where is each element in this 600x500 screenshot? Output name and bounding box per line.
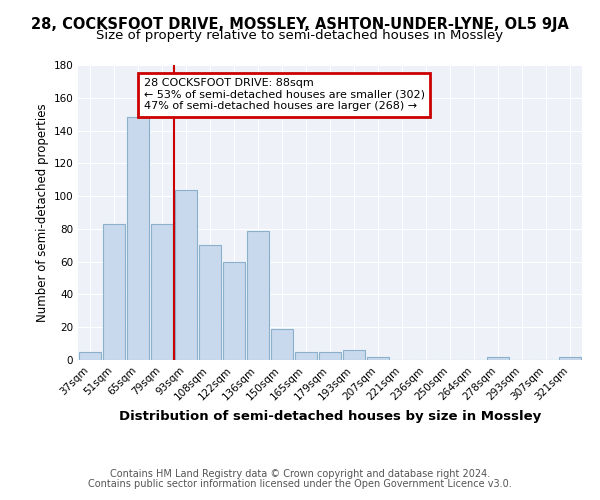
Bar (247, 230, 269, 360)
Bar (79, 352, 101, 360)
X-axis label: Distribution of semi-detached houses by size in Mossley: Distribution of semi-detached houses by … (119, 410, 541, 423)
Bar (175, 190, 197, 360)
Text: Size of property relative to semi-detached houses in Mossley: Size of property relative to semi-detach… (97, 29, 503, 42)
Bar (223, 262, 245, 360)
Text: 28, COCKSFOOT DRIVE, MOSSLEY, ASHTON-UNDER-LYNE, OL5 9JA: 28, COCKSFOOT DRIVE, MOSSLEY, ASHTON-UND… (31, 18, 569, 32)
Bar (559, 356, 581, 360)
Text: 28 COCKSFOOT DRIVE: 88sqm
← 53% of semi-detached houses are smaller (302)
47% of: 28 COCKSFOOT DRIVE: 88sqm ← 53% of semi-… (143, 78, 425, 112)
Bar (151, 224, 173, 360)
Bar (199, 246, 221, 360)
Bar (319, 352, 341, 360)
Y-axis label: Number of semi-detached properties: Number of semi-detached properties (36, 103, 49, 322)
Text: Contains public sector information licensed under the Open Government Licence v3: Contains public sector information licen… (88, 479, 512, 489)
Bar (487, 356, 509, 360)
Bar (295, 352, 317, 360)
Bar (103, 224, 125, 360)
Bar (271, 329, 293, 360)
Bar (127, 118, 149, 360)
Text: Contains HM Land Registry data © Crown copyright and database right 2024.: Contains HM Land Registry data © Crown c… (110, 469, 490, 479)
Bar (343, 350, 365, 360)
Bar (367, 356, 389, 360)
